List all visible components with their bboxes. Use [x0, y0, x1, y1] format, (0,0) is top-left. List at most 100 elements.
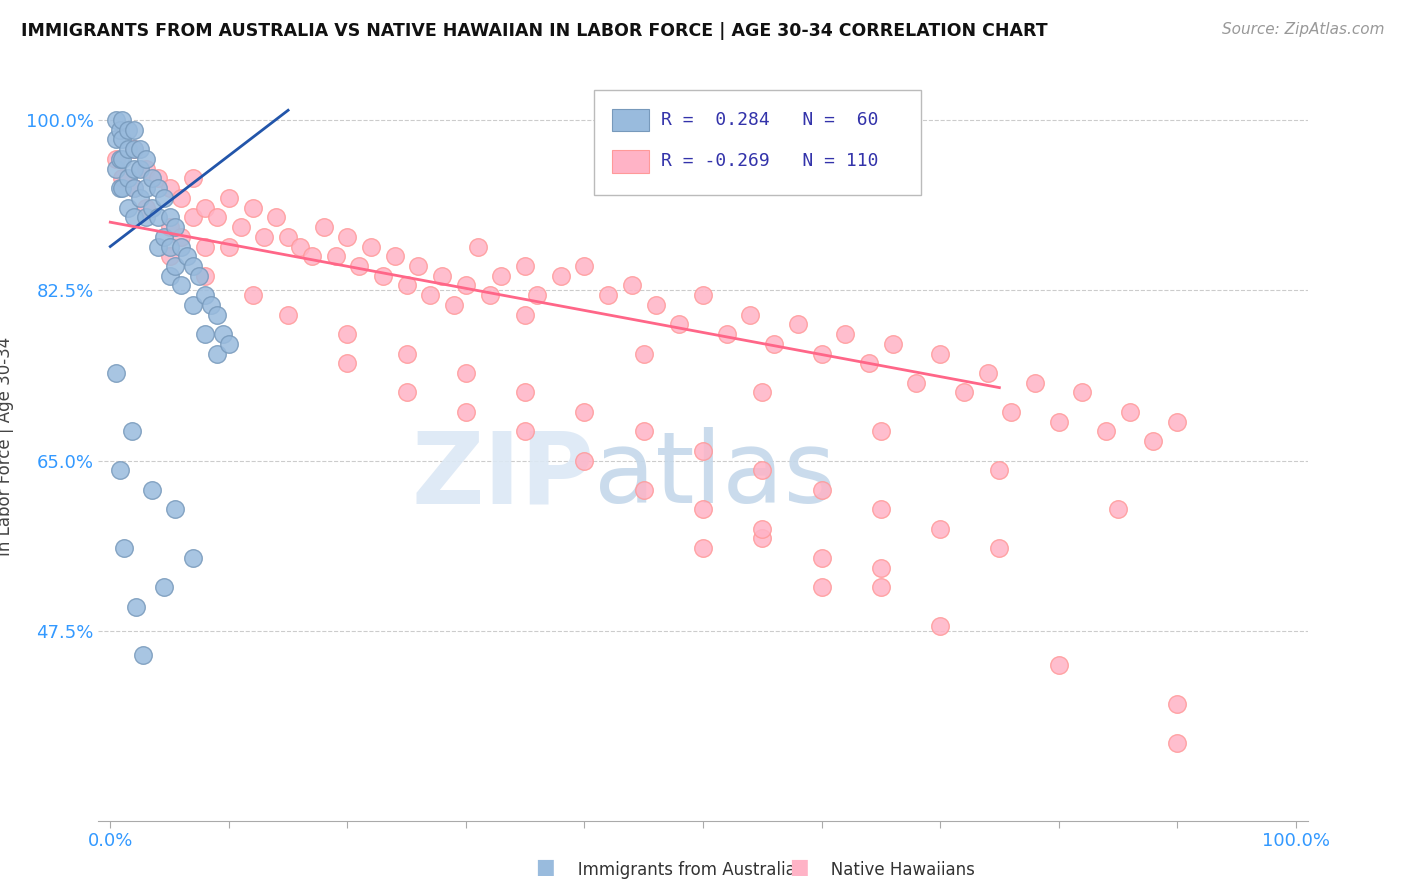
- Point: [170, 239, 193, 253]
- Point: [205, 211, 228, 225]
- Point: [1095, 425, 1118, 439]
- Point: [146, 171, 169, 186]
- Point: [176, 249, 198, 263]
- Point: [633, 483, 655, 497]
- Point: [129, 142, 152, 156]
- Point: [976, 366, 998, 380]
- Point: [111, 132, 134, 146]
- Point: [165, 502, 187, 516]
- Point: [810, 483, 832, 497]
- Point: [111, 171, 134, 186]
- Point: [141, 171, 163, 186]
- Point: [117, 201, 139, 215]
- Point: [122, 142, 145, 156]
- Point: [515, 259, 537, 273]
- Text: Immigrants from Australia: Immigrants from Australia: [562, 861, 796, 879]
- Point: [692, 502, 714, 516]
- Point: [194, 327, 217, 342]
- Point: [188, 268, 211, 283]
- Point: [454, 278, 477, 293]
- Point: [869, 560, 891, 574]
- Point: [105, 366, 128, 380]
- Point: [146, 239, 169, 253]
- Point: [1107, 502, 1129, 516]
- Point: [194, 239, 217, 253]
- Bar: [613, 150, 648, 172]
- Point: [869, 502, 891, 516]
- Point: [105, 132, 128, 146]
- Point: [105, 113, 128, 128]
- Text: atlas: atlas: [595, 427, 835, 524]
- Point: [763, 336, 786, 351]
- Point: [218, 191, 240, 205]
- Point: [181, 211, 204, 225]
- Text: R = -0.269   N = 110: R = -0.269 N = 110: [661, 153, 879, 170]
- Point: [443, 298, 465, 312]
- Point: [111, 181, 134, 195]
- Point: [988, 463, 1011, 477]
- Point: [692, 443, 714, 458]
- Point: [108, 122, 131, 136]
- Point: [125, 599, 148, 614]
- Point: [264, 211, 287, 225]
- Point: [117, 142, 139, 156]
- Point: [1000, 405, 1022, 419]
- Point: [229, 220, 252, 235]
- Point: [1119, 405, 1142, 419]
- Point: [218, 239, 240, 253]
- Text: ■: ■: [789, 857, 808, 877]
- Point: [129, 191, 152, 205]
- Point: [277, 229, 299, 244]
- Point: [170, 278, 193, 293]
- Point: [117, 122, 139, 136]
- Point: [301, 249, 323, 263]
- Point: [692, 541, 714, 556]
- Point: [159, 239, 181, 253]
- Point: [491, 268, 513, 283]
- Point: [988, 541, 1011, 556]
- Point: [129, 161, 152, 176]
- Point: [810, 580, 832, 594]
- Point: [242, 201, 264, 215]
- Point: [751, 463, 773, 477]
- Point: [810, 346, 832, 360]
- Point: [135, 201, 157, 215]
- Point: [336, 356, 359, 370]
- Point: [108, 463, 131, 477]
- Point: [432, 268, 454, 283]
- Point: [633, 346, 655, 360]
- Point: [869, 580, 891, 594]
- Point: [114, 541, 136, 556]
- Point: [111, 113, 134, 128]
- Point: [325, 249, 347, 263]
- Point: [633, 425, 655, 439]
- Point: [515, 308, 537, 322]
- Point: [218, 336, 240, 351]
- Point: [952, 385, 974, 400]
- Point: [1142, 434, 1164, 449]
- Point: [108, 181, 131, 195]
- Point: [146, 181, 169, 195]
- Point: [181, 298, 204, 312]
- Point: [550, 268, 572, 283]
- Point: [751, 532, 773, 546]
- Point: [165, 259, 187, 273]
- Point: [574, 405, 596, 419]
- Point: [716, 327, 738, 342]
- Point: [668, 318, 690, 332]
- Point: [181, 259, 204, 273]
- Point: [360, 239, 382, 253]
- Point: [165, 220, 187, 235]
- Point: [526, 288, 548, 302]
- Point: [574, 453, 596, 467]
- Point: [159, 220, 181, 235]
- Point: [170, 191, 193, 205]
- Point: [1166, 736, 1188, 750]
- Point: [371, 268, 394, 283]
- Point: [1047, 415, 1070, 429]
- Point: [929, 522, 952, 536]
- Point: [408, 259, 430, 273]
- Text: R =  0.284   N =  60: R = 0.284 N = 60: [661, 112, 879, 129]
- Point: [347, 259, 370, 273]
- Point: [312, 220, 335, 235]
